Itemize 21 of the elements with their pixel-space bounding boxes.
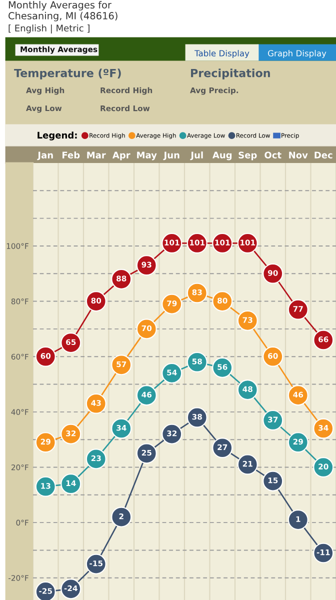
- point: [111, 506, 132, 528]
- x-tick-label: Aug: [212, 152, 232, 160]
- x-tick-label: Jun: [163, 152, 180, 160]
- x-tick-label: Jul: [190, 151, 203, 160]
- text: Table Display: [194, 50, 250, 58]
- x-tick-label: Nov: [289, 152, 308, 158]
- point: [288, 510, 308, 530]
- x-tick-label: Mar: [87, 152, 106, 158]
- x-tick-label: Feb: [62, 151, 80, 158]
- text: [ English | Metric ]: [8, 24, 90, 34]
- legend-title: Legend:: [38, 132, 77, 140]
- x-tick-label: Sep: [238, 152, 257, 160]
- x-tick-label: Apr: [112, 152, 130, 160]
- x-tick-label: Dec: [314, 152, 332, 158]
- text: Temperature (ºF): [14, 68, 121, 80]
- x-tick-label: May: [137, 152, 157, 160]
- x-tick-label: Oct: [264, 152, 282, 158]
- text: Graph Display: [268, 50, 326, 58]
- text: Precipitation: [191, 68, 270, 80]
- x-tick-label: Jan: [37, 152, 53, 160]
- chart-title: Monthly Averages for Chesaning, MI (48616): [8, 1, 118, 22]
